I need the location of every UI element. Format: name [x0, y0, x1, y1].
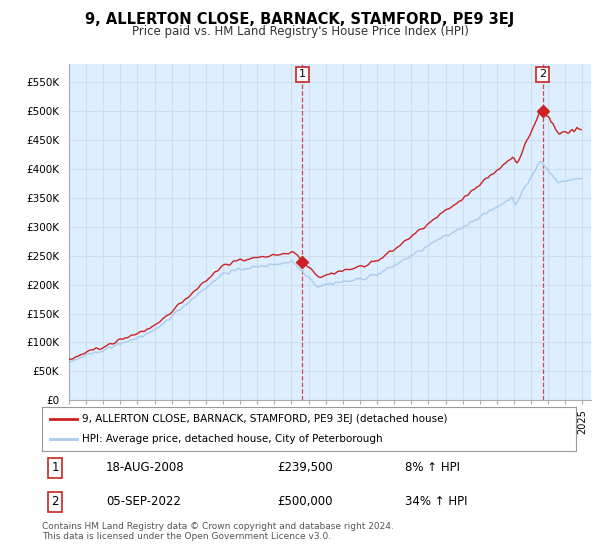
Text: 18-AUG-2008: 18-AUG-2008	[106, 461, 185, 474]
Text: 9, ALLERTON CLOSE, BARNACK, STAMFORD, PE9 3EJ: 9, ALLERTON CLOSE, BARNACK, STAMFORD, PE…	[85, 12, 515, 27]
Text: Contains HM Land Registry data © Crown copyright and database right 2024.
This d: Contains HM Land Registry data © Crown c…	[42, 522, 394, 542]
Text: £239,500: £239,500	[277, 461, 333, 474]
Text: Price paid vs. HM Land Registry's House Price Index (HPI): Price paid vs. HM Land Registry's House …	[131, 25, 469, 38]
Text: 1: 1	[299, 69, 306, 80]
Text: 8% ↑ HPI: 8% ↑ HPI	[405, 461, 460, 474]
Text: 9, ALLERTON CLOSE, BARNACK, STAMFORD, PE9 3EJ (detached house): 9, ALLERTON CLOSE, BARNACK, STAMFORD, PE…	[82, 414, 448, 424]
Text: 05-SEP-2022: 05-SEP-2022	[106, 496, 181, 508]
Text: 1: 1	[52, 461, 59, 474]
Text: 2: 2	[52, 496, 59, 508]
Text: 2: 2	[539, 69, 546, 80]
Text: £500,000: £500,000	[277, 496, 332, 508]
Text: 34% ↑ HPI: 34% ↑ HPI	[405, 496, 467, 508]
Text: HPI: Average price, detached house, City of Peterborough: HPI: Average price, detached house, City…	[82, 434, 383, 444]
